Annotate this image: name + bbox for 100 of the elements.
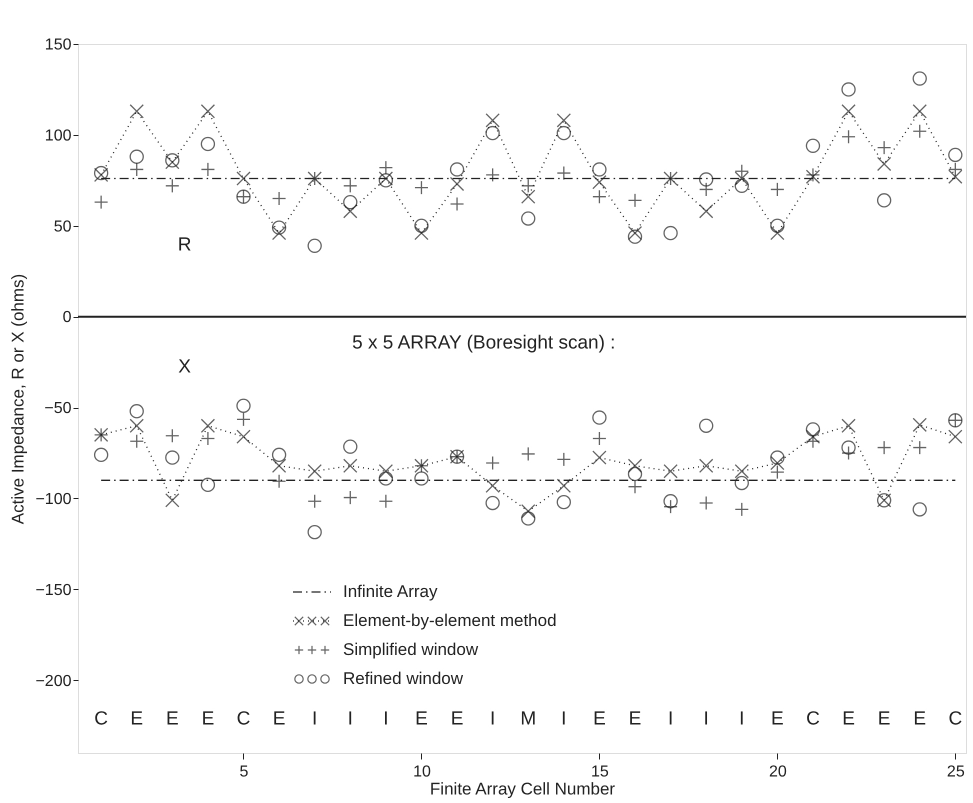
point [450, 162, 464, 177]
point [592, 450, 607, 465]
annotation: 5 x 5 ARRAY (Boresight scan) : [352, 332, 616, 354]
point [841, 130, 856, 144]
point [200, 431, 216, 446]
point [521, 511, 536, 526]
point [628, 230, 642, 244]
point [699, 418, 714, 433]
point [200, 162, 216, 177]
point [130, 418, 144, 433]
legend-label: Refined window [343, 669, 464, 688]
point [912, 440, 927, 455]
point [948, 430, 962, 444]
point [130, 404, 144, 418]
point [592, 190, 607, 204]
point [592, 410, 607, 425]
point [130, 162, 144, 177]
point [272, 448, 286, 462]
point [912, 71, 927, 86]
point [663, 464, 678, 478]
legend-label: Infinite Array [343, 582, 438, 601]
point [521, 211, 536, 226]
x-tick-label: 20 [768, 764, 787, 780]
point [308, 524, 322, 540]
point [770, 182, 785, 197]
point [592, 162, 607, 177]
point [876, 156, 892, 172]
point [236, 430, 251, 444]
point [450, 196, 464, 212]
x-tick-label: 15 [591, 764, 609, 780]
legend-label: Element-by-element method [343, 611, 557, 630]
point [308, 238, 322, 253]
point [699, 172, 714, 187]
point [912, 502, 927, 517]
point [485, 496, 500, 510]
point [699, 204, 714, 218]
y-tick-label: −200 [35, 672, 72, 690]
point [876, 440, 892, 455]
point [485, 113, 500, 128]
point [734, 476, 749, 490]
point [485, 478, 500, 493]
point [592, 431, 607, 446]
point [343, 490, 358, 505]
point [414, 471, 429, 486]
point [663, 494, 678, 508]
point [699, 496, 714, 510]
point [734, 178, 749, 193]
point [485, 456, 500, 470]
point [628, 458, 642, 473]
point [236, 412, 251, 427]
point [556, 478, 571, 493]
y-tick-label: 0 [62, 309, 72, 326]
y-tick-label: 150 [44, 36, 72, 54]
point [343, 440, 358, 454]
point [165, 493, 180, 508]
point [200, 418, 216, 433]
point [556, 166, 571, 180]
point [912, 104, 927, 118]
point [378, 471, 394, 486]
point [378, 464, 394, 478]
point [236, 171, 251, 186]
x-tick-label: 10 [413, 764, 431, 780]
y-tick-label: −50 [44, 400, 72, 418]
point [628, 466, 642, 482]
x-tick-label: 5 [240, 764, 249, 780]
annotation: X [178, 356, 192, 378]
point [876, 193, 892, 208]
point [948, 148, 962, 162]
point [663, 500, 678, 514]
point [450, 176, 464, 192]
point [521, 446, 536, 462]
point [414, 180, 429, 195]
point [200, 478, 216, 492]
point [912, 418, 927, 432]
x-tick-label: 25 [946, 764, 965, 780]
point [556, 126, 571, 140]
y-tick-label: 100 [44, 127, 72, 144]
point [806, 138, 820, 153]
point [628, 193, 642, 208]
point [841, 82, 856, 97]
y-tick-label: −100 [35, 490, 72, 508]
point [841, 446, 856, 460]
point [200, 104, 216, 118]
point [521, 504, 536, 518]
point [200, 136, 216, 152]
point [94, 194, 108, 210]
text: C E E E C E I I I E E I M I E E I I I E C E E E C [94, 708, 962, 730]
point [272, 474, 286, 488]
x-axis-title: Finite Array Cell Number [430, 780, 616, 798]
point [236, 398, 251, 413]
point [308, 464, 322, 478]
point [165, 450, 180, 465]
point [841, 104, 856, 118]
y-tick-label: −150 [35, 582, 72, 599]
point [628, 226, 642, 240]
point [841, 418, 856, 433]
point [556, 113, 571, 128]
legend-label: Simplified window [343, 640, 479, 659]
point [556, 494, 571, 510]
point [343, 458, 358, 473]
